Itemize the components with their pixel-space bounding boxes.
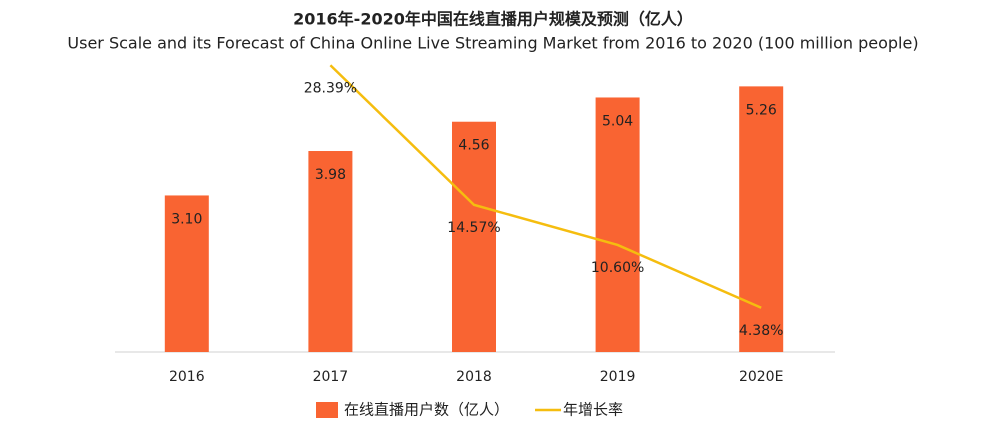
line bbox=[329, 64, 762, 309]
data-label: 3.98 bbox=[315, 167, 346, 183]
bar bbox=[164, 195, 209, 352]
bar bbox=[595, 97, 640, 352]
bar bbox=[452, 121, 496, 352]
x-tick-label: 2018 bbox=[456, 369, 492, 385]
data-label: 5.04 bbox=[602, 113, 633, 129]
data-label: 10.60% bbox=[591, 260, 644, 276]
data-label: 3.10 bbox=[171, 211, 202, 227]
legend-label: 在线直播用户数（亿人） bbox=[344, 401, 509, 419]
x-tick-label: 2020E bbox=[739, 369, 783, 385]
x-tick-label: 2019 bbox=[600, 369, 636, 385]
legend-swatch bbox=[316, 402, 338, 418]
x-tick-label: 2017 bbox=[313, 369, 349, 385]
data-label: 5.26 bbox=[746, 102, 777, 118]
data-label: 4.56 bbox=[458, 138, 489, 154]
data-label: 28.39% bbox=[304, 80, 357, 96]
x-tick-label: 2016 bbox=[169, 369, 205, 385]
data-label: 4.38% bbox=[739, 323, 783, 339]
bar bbox=[308, 151, 353, 352]
chart-title: 2016年-2020年中国在线直播用户规模及预测（亿人） bbox=[293, 10, 693, 29]
bar bbox=[739, 86, 784, 353]
legend-label: 年增长率 bbox=[563, 401, 623, 419]
chart-subtitle: User Scale and its Forecast of China Onl… bbox=[67, 34, 918, 53]
data-label: 14.57% bbox=[447, 220, 500, 236]
